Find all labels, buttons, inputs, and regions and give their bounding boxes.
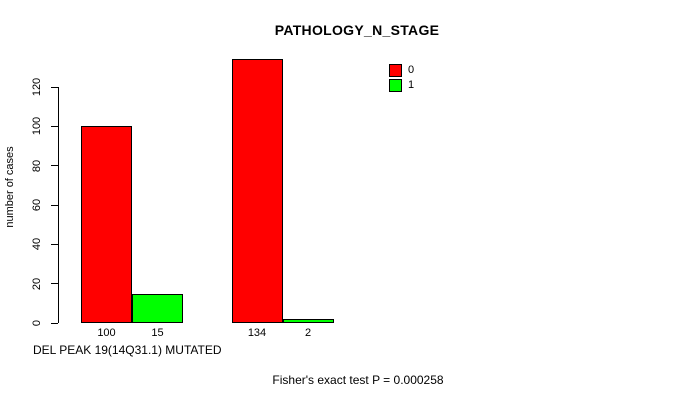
bar-count-label: 134 [247, 327, 267, 339]
bar-group0-series1 [132, 293, 183, 323]
bar-group1-series0 [231, 59, 283, 323]
y-tick-mark [51, 243, 58, 245]
y-tick-label: 120 [31, 77, 43, 97]
y-tick-mark [51, 283, 58, 285]
y-tick-mark [51, 322, 58, 324]
chart-title: PATHOLOGY_N_STAGE [274, 22, 440, 38]
legend-row-1: 1 [389, 78, 414, 92]
bar-group1-series1 [282, 319, 334, 323]
y-axis-line [58, 87, 59, 323]
y-tick-label: 100 [31, 117, 43, 136]
legend-label: 0 [408, 63, 415, 76]
y-tick-mark [51, 86, 58, 88]
legend-row-0: 0 [389, 63, 414, 77]
bar-group0-series0 [81, 126, 132, 323]
y-tick-label: 0 [31, 319, 43, 327]
y-tick-label: 60 [31, 198, 43, 212]
y-tick-mark [51, 165, 58, 167]
y-tick-label: 80 [31, 159, 43, 172]
y-tick-label: 40 [31, 238, 43, 251]
x-axis-label: DEL PEAK 19(14Q31.1) MUTATED [33, 343, 222, 357]
bar-count-label: 15 [151, 327, 164, 339]
y-axis-label: number of cases [4, 146, 16, 228]
y-tick-mark [51, 125, 58, 127]
y-tick-mark [51, 204, 58, 206]
legend-label: 1 [408, 78, 415, 91]
bar-count-label: 2 [304, 327, 312, 339]
fisher-test-note: Fisher's exact test P = 0.000258 [272, 373, 444, 387]
legend-swatch-1 [389, 78, 402, 92]
y-tick-label: 20 [31, 277, 43, 290]
legend-swatch-0 [389, 63, 402, 77]
bar-count-label: 100 [97, 327, 116, 339]
